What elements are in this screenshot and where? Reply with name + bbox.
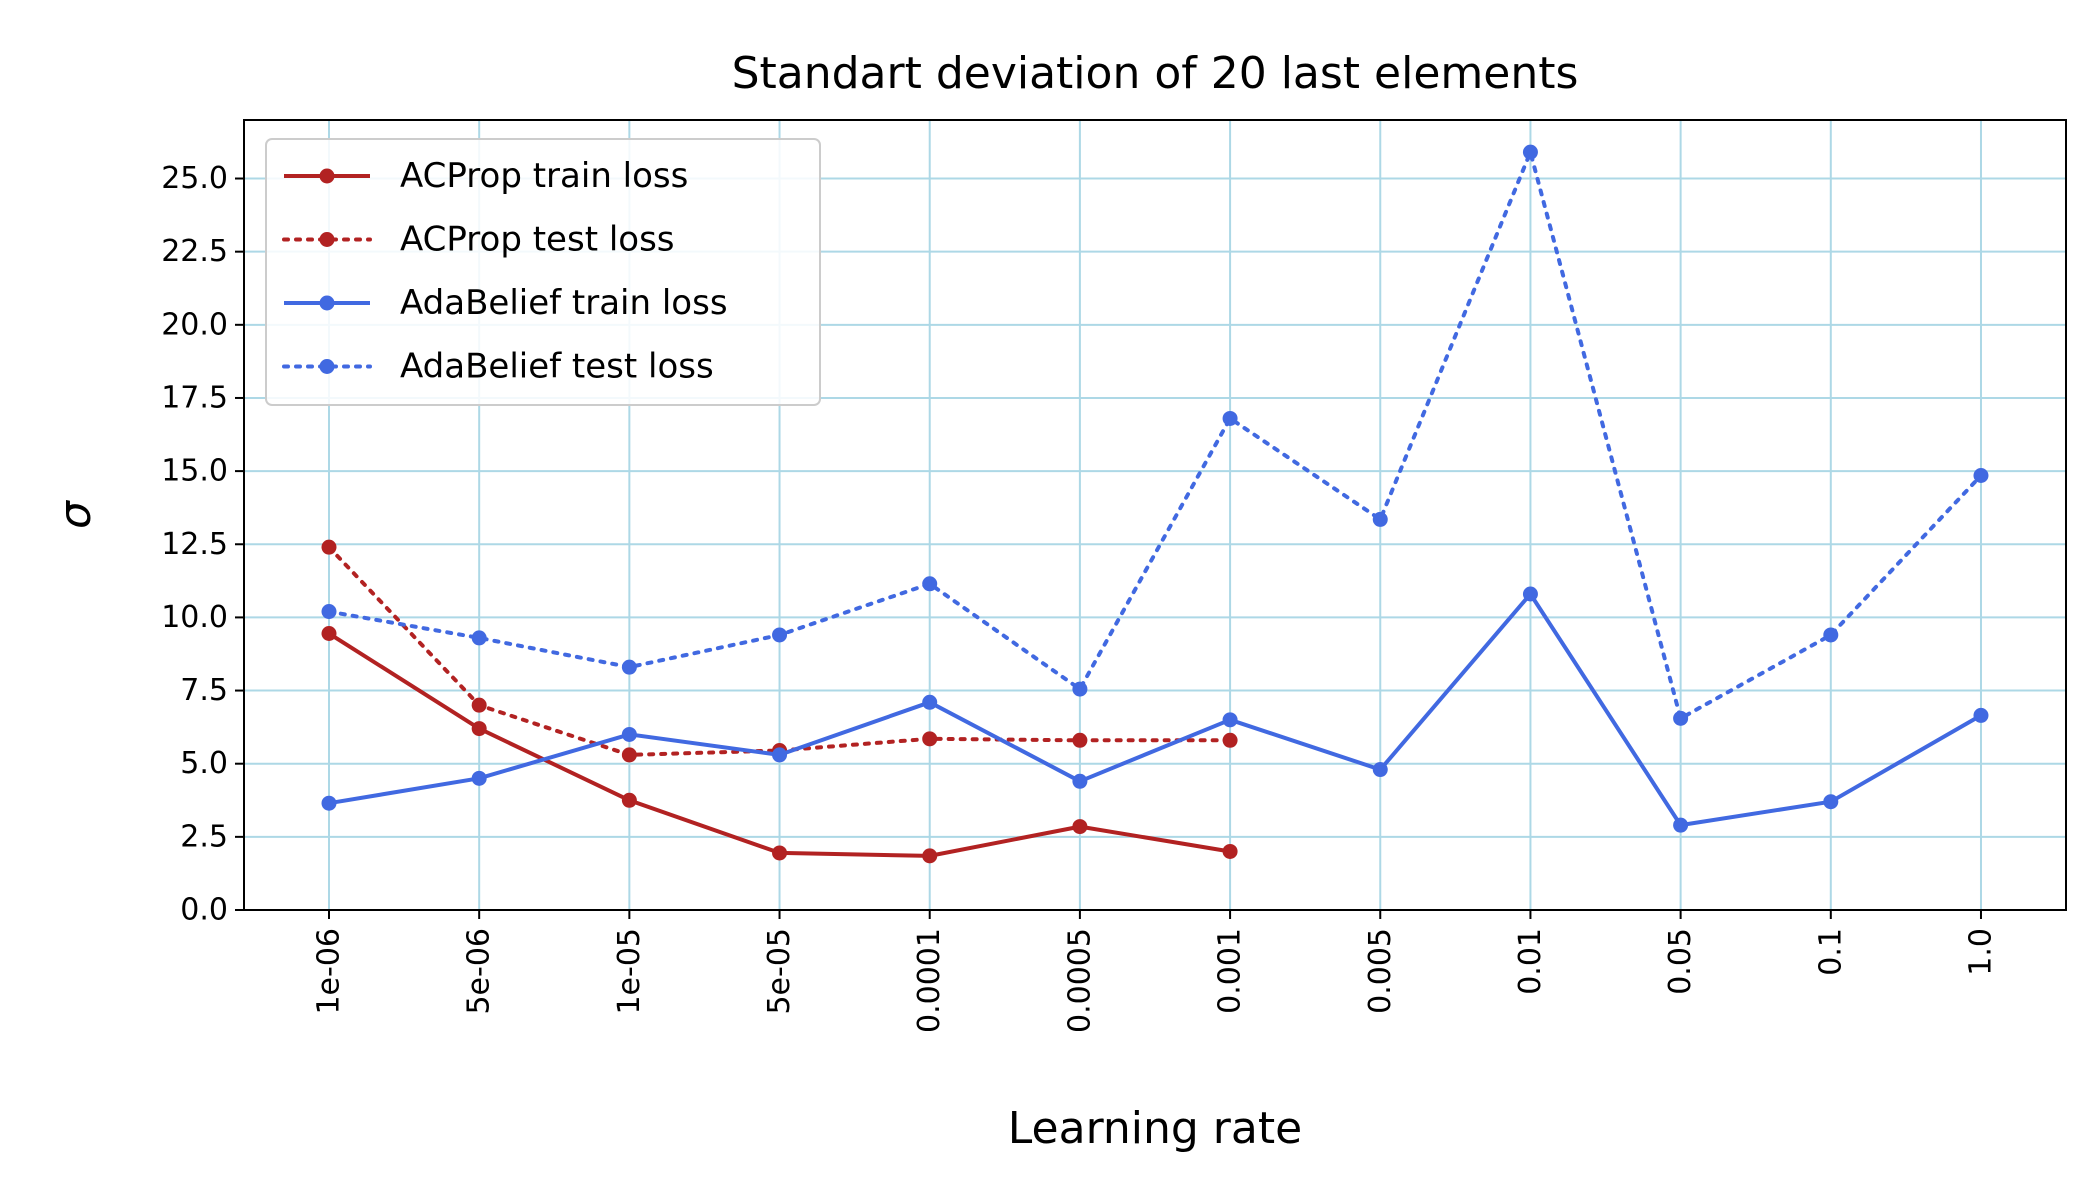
y-tick-label: 17.5 xyxy=(161,380,228,415)
x-tick-label: 0.1 xyxy=(1813,928,1848,976)
data-point xyxy=(1372,762,1388,778)
data-point xyxy=(1072,773,1088,789)
data-point xyxy=(321,795,337,811)
chart-title: Standart deviation of 20 last elements xyxy=(732,48,1579,99)
y-tick-label: 20.0 xyxy=(161,307,228,342)
x-tick-label: 1.0 xyxy=(1963,928,1998,976)
plot-series xyxy=(321,144,1989,864)
data-point xyxy=(321,604,337,620)
legend-label: ACProp train loss xyxy=(400,156,688,196)
data-point xyxy=(621,659,637,675)
x-tick-label: 5e-05 xyxy=(762,928,797,1015)
data-point xyxy=(1222,410,1238,426)
x-tick-label: 0.05 xyxy=(1663,928,1698,995)
data-point xyxy=(922,576,938,592)
y-tick-label: 22.5 xyxy=(161,234,228,269)
data-point xyxy=(1973,707,1989,723)
data-point xyxy=(772,627,788,643)
x-axis-label: Learning rate xyxy=(1008,1103,1302,1154)
data-point xyxy=(922,694,938,710)
y-tick-label: 10.0 xyxy=(161,600,228,635)
data-point xyxy=(1222,732,1238,748)
data-point xyxy=(1072,681,1088,697)
x-tick-label: 0.001 xyxy=(1213,928,1248,1014)
y-axis-label: σ xyxy=(50,500,101,529)
x-tick-label: 0.005 xyxy=(1363,928,1398,1014)
data-point xyxy=(1072,819,1088,835)
x-tick-label: 1e-06 xyxy=(312,928,347,1015)
series-line-2 xyxy=(328,592,1982,828)
legend-label: ACProp test loss xyxy=(400,220,675,260)
y-tick-label: 25.0 xyxy=(161,161,228,196)
legend-marker xyxy=(319,232,335,247)
data-point xyxy=(471,630,487,646)
data-point xyxy=(471,697,487,713)
y-tick-label: 7.5 xyxy=(180,673,228,708)
x-tick-label: 0.01 xyxy=(1513,928,1548,995)
data-point xyxy=(471,721,487,737)
legend-marker xyxy=(319,168,335,184)
data-point xyxy=(1222,843,1238,859)
legend-label: AdaBelief test loss xyxy=(400,347,714,387)
legend-box xyxy=(265,138,821,406)
data-point xyxy=(1823,627,1839,643)
data-point xyxy=(621,792,637,808)
legend-label: AdaBelief train loss xyxy=(400,283,728,323)
axis-ticks: 1e-06 5e-06 1e-05 5e-05 0.0001 0.0005 0.001 0.0… xyxy=(161,161,1998,1033)
y-tick-label: 5.0 xyxy=(180,746,228,781)
plot-frame xyxy=(243,119,2067,911)
data-point xyxy=(1522,586,1538,602)
series-line-3 xyxy=(327,150,1983,721)
data-point xyxy=(321,539,337,555)
data-point xyxy=(1072,732,1088,748)
legend-marker xyxy=(319,359,335,374)
data-point xyxy=(1522,144,1538,160)
data-point xyxy=(922,848,938,864)
data-point xyxy=(621,726,637,742)
legend-marker xyxy=(319,295,335,311)
legend: ACProp train loss ACProp test loss AdaBeli… xyxy=(265,138,821,406)
x-tick-label: 5e-06 xyxy=(462,928,497,1015)
data-point xyxy=(1823,794,1839,810)
x-tick-label: 0.0005 xyxy=(1062,928,1097,1033)
y-tick-label: 15.0 xyxy=(161,454,228,489)
x-tick-label: 1e-05 xyxy=(612,928,647,1015)
data-point xyxy=(772,845,788,861)
data-point xyxy=(1673,710,1689,726)
data-point xyxy=(321,626,337,641)
y-tick-label: 0.0 xyxy=(180,893,228,928)
data-point xyxy=(1673,817,1689,833)
data-point xyxy=(1973,468,1989,483)
data-point xyxy=(621,747,637,763)
data-point xyxy=(922,731,938,747)
x-tick-label: 0.0001 xyxy=(912,928,947,1033)
y-tick-label: 2.5 xyxy=(180,819,228,854)
data-point xyxy=(1372,511,1388,527)
y-tick-label: 12.5 xyxy=(161,527,228,562)
data-point xyxy=(1222,712,1238,728)
data-point xyxy=(772,747,788,763)
data-point xyxy=(471,770,487,786)
